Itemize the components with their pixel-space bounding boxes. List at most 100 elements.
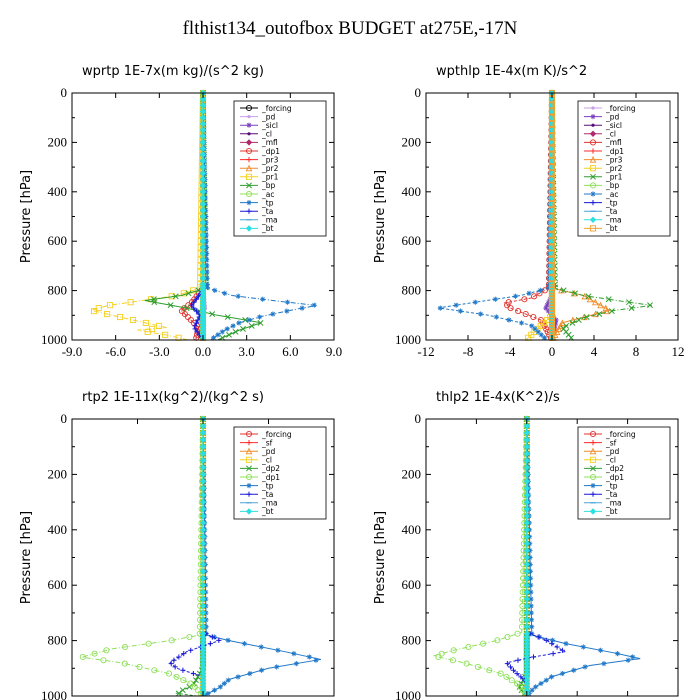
- legend-label: _pd: [261, 447, 276, 456]
- data-point: [171, 657, 177, 663]
- data-point: [596, 311, 603, 318]
- legend-marker: [245, 104, 253, 112]
- data-point: [199, 145, 207, 152]
- data-point: [507, 305, 514, 312]
- data-point: [548, 207, 556, 214]
- data-point: [199, 492, 207, 499]
- x-tick-label: 9.0: [326, 344, 342, 359]
- data-point: [241, 641, 248, 647]
- data-point: [199, 238, 207, 245]
- legend-label: _forcing: [261, 104, 292, 113]
- data-point: [548, 225, 556, 232]
- data-point: [204, 263, 210, 269]
- legend-marker: [590, 200, 596, 206]
- legend-entry: _tp: [584, 198, 618, 207]
- series-line: [433, 418, 528, 697]
- series-bt: [523, 415, 530, 697]
- legend-label: _sicl: [605, 121, 622, 130]
- data-point: [155, 322, 163, 329]
- data-point: [175, 690, 182, 697]
- series-line: [503, 92, 553, 341]
- data-point: [225, 637, 231, 643]
- data-point: [199, 133, 207, 140]
- data-point: [523, 471, 530, 478]
- legend-label: _tp: [261, 481, 274, 490]
- data-point: [504, 302, 511, 309]
- data-point: [176, 654, 182, 660]
- data-point: [215, 332, 221, 338]
- data-point: [199, 436, 207, 443]
- data-point: [199, 554, 207, 561]
- legend-label: _dp1: [605, 473, 624, 482]
- y-tick-label: 200: [402, 466, 422, 481]
- legend-marker: [246, 182, 252, 189]
- legend-label: _tp: [605, 481, 618, 490]
- legend-entry: _bt: [240, 224, 274, 233]
- legend-label: _sf: [605, 438, 617, 447]
- data-point: [145, 640, 152, 647]
- legend-entry: _pd: [584, 447, 620, 456]
- data-point: [521, 296, 528, 303]
- legend-marker: [590, 440, 596, 446]
- legend-entry: _sicl: [240, 121, 278, 130]
- data-point: [144, 328, 151, 335]
- data-point: [549, 637, 556, 643]
- data-point: [626, 299, 632, 306]
- data-point: [172, 293, 179, 300]
- data-point: [575, 317, 582, 323]
- legend-label: _dp1: [261, 473, 280, 482]
- legend-marker: [246, 483, 252, 489]
- y-tick-label: 0: [61, 411, 68, 426]
- data-point: [199, 108, 207, 115]
- series-dp1: [79, 415, 207, 697]
- data-point: [207, 641, 213, 647]
- data-point: [548, 231, 556, 239]
- data-point: [548, 176, 556, 183]
- data-point: [219, 329, 225, 335]
- legend-marker: [591, 123, 595, 127]
- data-point: [543, 305, 549, 311]
- data-point: [529, 687, 535, 693]
- x-tick-label: -8: [463, 344, 474, 359]
- data-point: [151, 667, 158, 674]
- data-point: [530, 313, 537, 321]
- legend-marker: [590, 191, 596, 197]
- data-point: [180, 667, 186, 673]
- legend-label: _ma: [605, 216, 622, 225]
- x-tick-label: 6.0: [282, 344, 298, 359]
- legend-entry: _sicl: [584, 121, 622, 130]
- series-line: [175, 419, 204, 697]
- data-point: [199, 194, 207, 202]
- data-point: [235, 293, 241, 299]
- data-point: [270, 311, 276, 317]
- data-point: [548, 164, 556, 171]
- data-point: [548, 114, 556, 121]
- legend-entry: _pr2: [240, 164, 279, 173]
- data-point: [523, 547, 530, 554]
- data-point: [548, 250, 556, 257]
- legend-label: _ma: [261, 216, 278, 225]
- data-point: [199, 623, 207, 630]
- data-point: [528, 589, 534, 595]
- x-tick-label: 0: [549, 344, 556, 359]
- data-point: [523, 533, 530, 540]
- legend-entry: _mfl: [584, 138, 622, 147]
- legend-label: _cl: [605, 130, 616, 139]
- legend-entry: _pr3: [240, 155, 279, 164]
- data-point: [199, 102, 207, 109]
- legend-marker: [590, 148, 596, 154]
- data-point: [116, 313, 124, 321]
- data-point: [560, 287, 567, 294]
- data-point: [510, 667, 517, 673]
- legend-entry: _dp1: [584, 147, 624, 156]
- x-tick-label: -6.0: [105, 344, 126, 359]
- data-point: [199, 157, 207, 165]
- legend-marker: [246, 440, 252, 446]
- data-point: [523, 478, 530, 485]
- data-point: [211, 687, 218, 693]
- chart-panel-2: wpthlp 1E-4x(m K)/s^2 Pressure [hPa] 0 200 4…: [373, 64, 685, 359]
- data-point: [523, 464, 530, 471]
- legend-entry: _pr2: [584, 164, 623, 173]
- data-point: [199, 120, 207, 128]
- data-point: [548, 213, 556, 220]
